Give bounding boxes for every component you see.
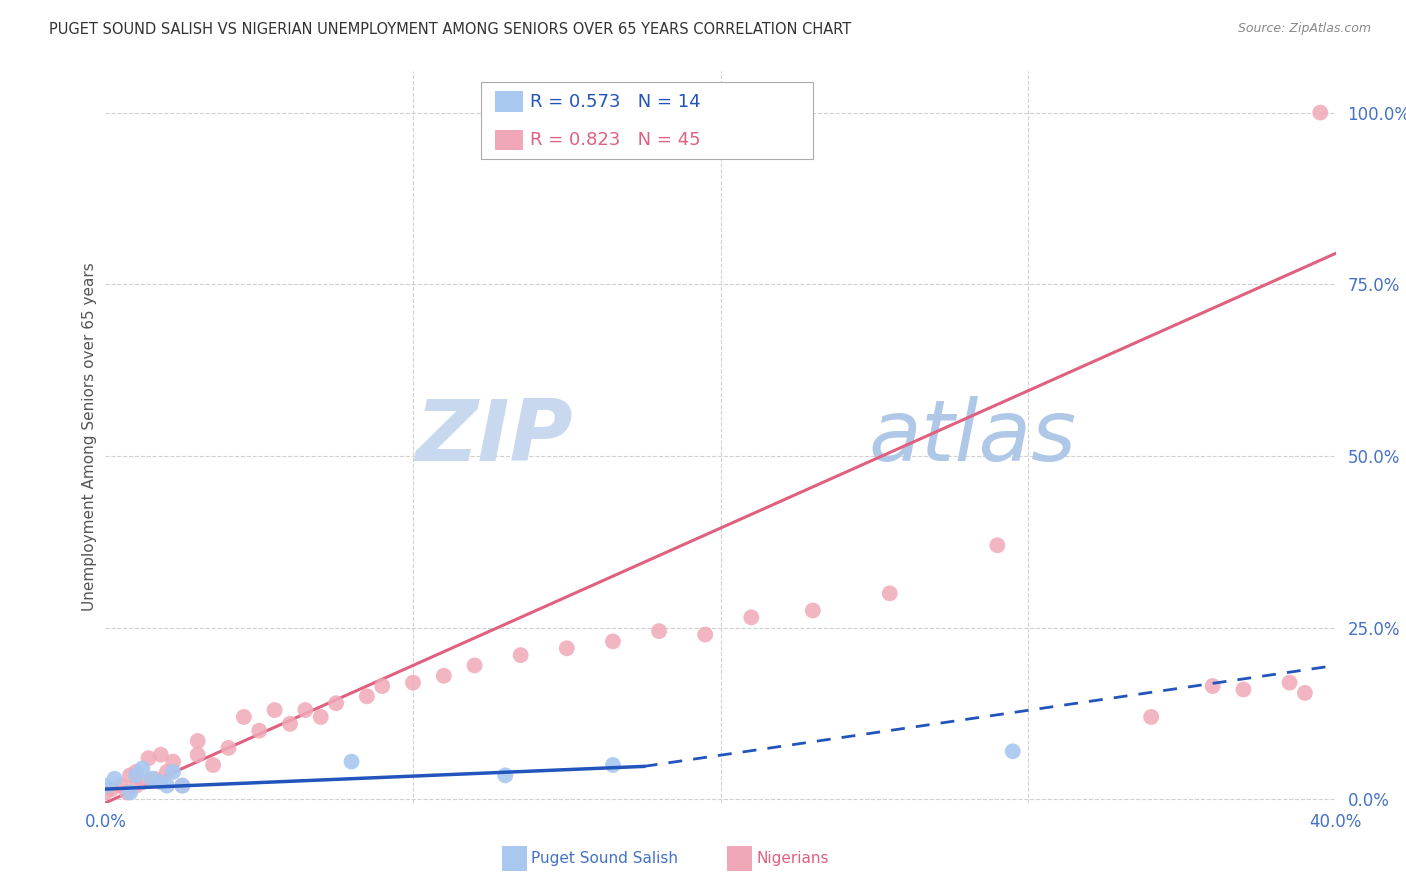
Text: Nigerians: Nigerians xyxy=(756,851,830,865)
Point xyxy=(149,747,172,762)
Point xyxy=(104,772,127,786)
Point xyxy=(263,703,285,717)
Point xyxy=(1140,710,1163,724)
Point xyxy=(120,785,141,799)
Point xyxy=(278,716,301,731)
Point xyxy=(162,755,184,769)
Point xyxy=(202,758,225,772)
Point xyxy=(1201,679,1223,693)
Point xyxy=(100,782,122,797)
Point xyxy=(187,747,209,762)
Point xyxy=(648,624,671,639)
Point xyxy=(602,634,624,648)
Point xyxy=(141,772,163,786)
Point xyxy=(156,764,179,779)
Point xyxy=(120,768,141,782)
Point xyxy=(172,779,194,793)
Text: atlas: atlas xyxy=(869,395,1076,479)
Point xyxy=(801,603,824,617)
Point xyxy=(125,768,148,782)
Text: Source: ZipAtlas.com: Source: ZipAtlas.com xyxy=(1237,22,1371,36)
Point xyxy=(879,586,901,600)
Point xyxy=(232,710,254,724)
Point xyxy=(1001,744,1024,758)
Point xyxy=(371,679,394,693)
FancyBboxPatch shape xyxy=(495,129,523,151)
Point xyxy=(247,723,270,738)
Point xyxy=(162,764,184,779)
FancyBboxPatch shape xyxy=(495,91,523,112)
Point xyxy=(309,710,332,724)
Point xyxy=(156,779,179,793)
Point xyxy=(464,658,486,673)
Point xyxy=(494,768,516,782)
Point xyxy=(187,734,209,748)
Point xyxy=(1294,686,1316,700)
Point xyxy=(110,779,132,793)
Y-axis label: Unemployment Among Seniors over 65 years: Unemployment Among Seniors over 65 years xyxy=(82,263,97,611)
Text: R = 0.573   N = 14: R = 0.573 N = 14 xyxy=(530,93,700,111)
Point xyxy=(131,775,153,789)
Point xyxy=(695,627,717,641)
Point xyxy=(125,764,148,779)
Point xyxy=(433,669,456,683)
Point xyxy=(402,675,425,690)
Point xyxy=(172,779,194,793)
Point xyxy=(94,779,117,793)
Point xyxy=(555,641,578,656)
FancyBboxPatch shape xyxy=(481,82,813,159)
Point xyxy=(1232,682,1254,697)
Text: ZIP: ZIP xyxy=(415,395,574,479)
Point xyxy=(149,775,172,789)
Text: Puget Sound Salish: Puget Sound Salish xyxy=(531,851,679,865)
Point xyxy=(325,696,347,710)
Point xyxy=(294,703,316,717)
Point xyxy=(218,740,240,755)
Point xyxy=(340,755,363,769)
Point xyxy=(115,785,138,799)
Text: PUGET SOUND SALISH VS NIGERIAN UNEMPLOYMENT AMONG SENIORS OVER 65 YEARS CORRELAT: PUGET SOUND SALISH VS NIGERIAN UNEMPLOYM… xyxy=(49,22,852,37)
Point xyxy=(131,762,153,776)
Point xyxy=(94,785,117,799)
Point xyxy=(1278,675,1301,690)
Point xyxy=(509,648,531,662)
Text: R = 0.823   N = 45: R = 0.823 N = 45 xyxy=(530,131,700,149)
Point xyxy=(143,772,166,786)
Point xyxy=(602,758,624,772)
Point xyxy=(125,779,148,793)
Point xyxy=(986,538,1008,552)
Point xyxy=(1309,105,1331,120)
Point xyxy=(356,690,378,704)
Point xyxy=(740,610,762,624)
Point xyxy=(138,751,160,765)
